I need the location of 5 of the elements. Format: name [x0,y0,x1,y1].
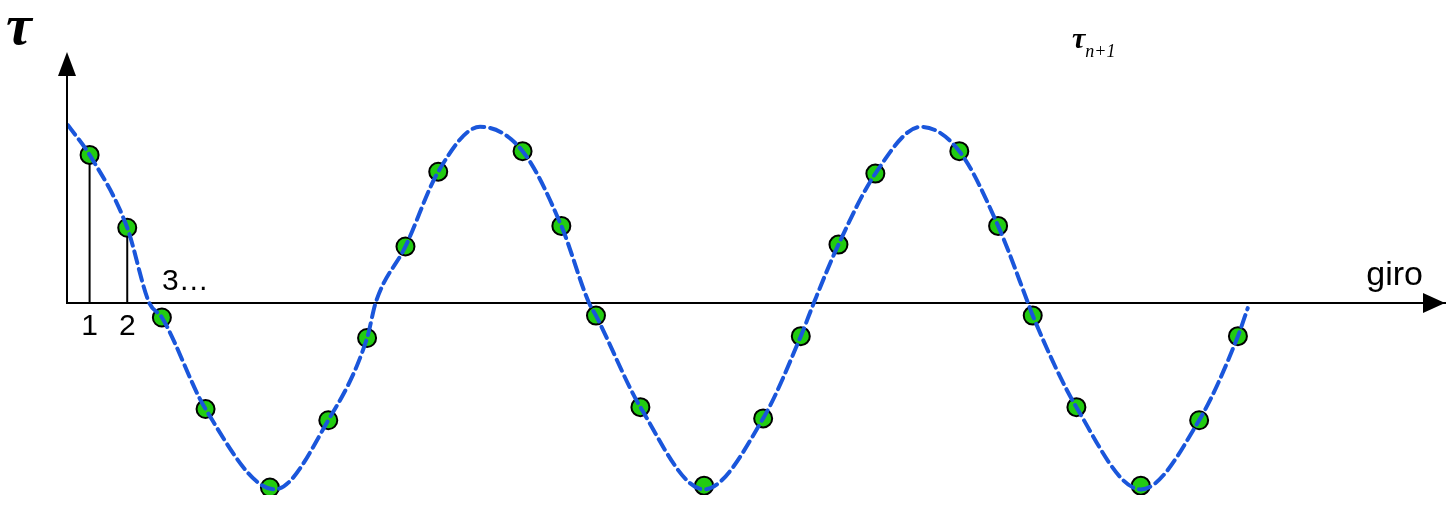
x-tick-label: 1 [81,307,98,341]
x-tick-label: 2 [118,307,136,341]
text: τ [6,0,34,57]
annotation: 3… [162,262,209,296]
x-axis-title: giro [1366,253,1423,292]
